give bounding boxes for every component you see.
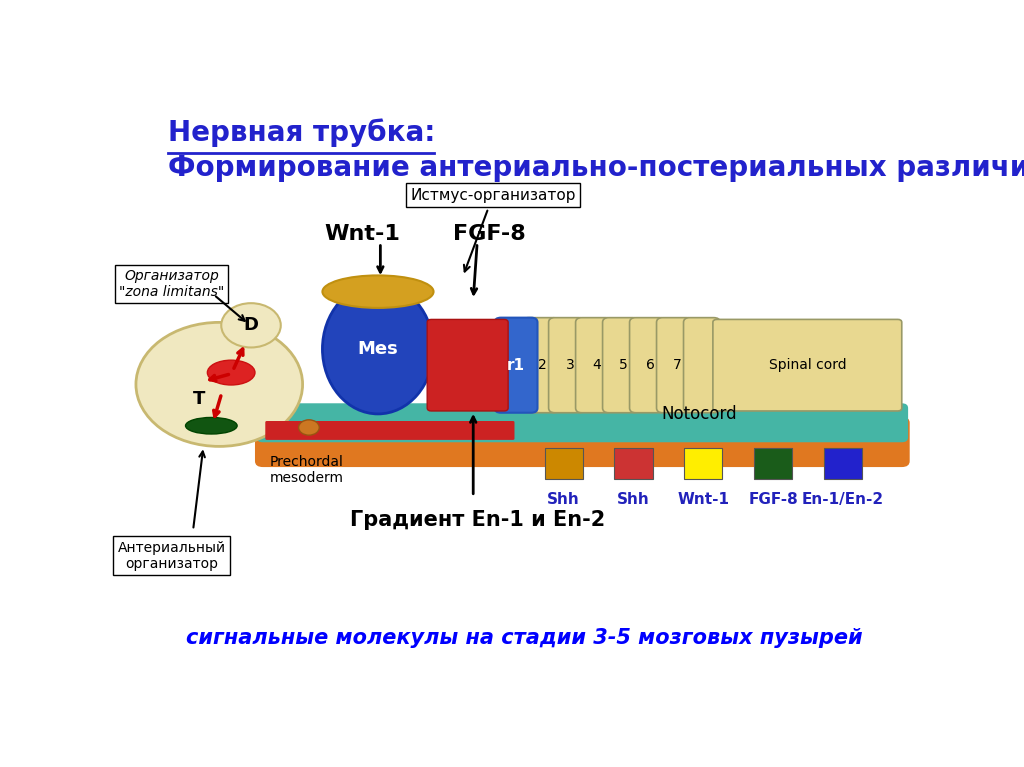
FancyBboxPatch shape [255,417,909,467]
Bar [684,448,722,479]
Text: Mes: Mes [357,340,398,358]
Text: Shh: Shh [547,492,580,507]
Ellipse shape [323,284,433,414]
Text: 3: 3 [565,358,574,373]
FancyBboxPatch shape [265,421,514,440]
Ellipse shape [185,417,238,434]
Text: T: T [194,390,206,408]
FancyBboxPatch shape [602,318,639,413]
Text: r1: r1 [507,358,525,373]
Text: Антериальный
организатор: Антериальный организатор [118,541,225,571]
Bar [824,448,862,479]
FancyBboxPatch shape [427,319,508,411]
FancyBboxPatch shape [522,318,559,413]
Text: сигнальные молекулы на стадии 3-5 мозговых пузырей: сигнальные молекулы на стадии 3-5 мозгов… [186,628,863,648]
Bar [614,448,652,479]
Ellipse shape [323,275,433,308]
Bar [754,448,793,479]
Text: Shh: Shh [617,492,650,507]
Text: 5: 5 [618,358,628,373]
FancyBboxPatch shape [495,318,538,413]
FancyBboxPatch shape [630,318,666,413]
Text: Spinal cord: Spinal cord [768,358,846,373]
Text: D: D [244,316,258,334]
Text: 2: 2 [538,358,547,373]
Ellipse shape [207,360,255,385]
Circle shape [299,420,319,435]
Text: FGF-8: FGF-8 [453,224,525,244]
Text: Градиент En-1 и En-2: Градиент En-1 и En-2 [349,510,605,530]
FancyBboxPatch shape [684,318,720,413]
FancyBboxPatch shape [549,318,585,413]
Text: Истмус-организатор: Истмус-организатор [411,188,575,272]
FancyBboxPatch shape [713,319,902,411]
FancyBboxPatch shape [257,403,908,443]
Text: FGF-8: FGF-8 [749,492,798,507]
Text: Организатор
"zona limitans": Организатор "zona limitans" [119,269,224,299]
Text: 6: 6 [646,358,654,373]
Text: Wnt-1: Wnt-1 [677,492,729,507]
Text: Нервная трубка:: Нервная трубка: [168,119,435,147]
Bar [545,448,583,479]
Text: Wnt-1: Wnt-1 [325,224,400,244]
Text: En-1/En-2: En-1/En-2 [802,492,884,507]
Text: Формирование антериально-постериальных различий: Формирование антериально-постериальных р… [168,154,1024,182]
FancyBboxPatch shape [656,318,693,413]
Circle shape [136,322,303,446]
Text: Notocord: Notocord [662,405,737,423]
Text: 4: 4 [592,358,601,373]
Text: 7: 7 [673,358,682,373]
FancyBboxPatch shape [575,318,612,413]
Text: Prechordal
mesoderm: Prechordal mesoderm [269,456,344,486]
Ellipse shape [221,303,281,347]
